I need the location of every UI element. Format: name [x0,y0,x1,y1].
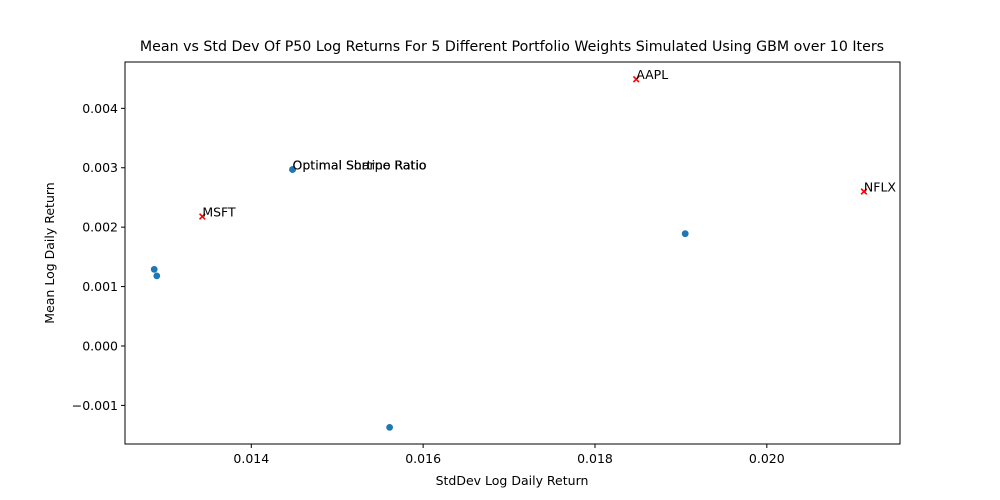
point-annotation: Optimal Sharpe Ratio [293,158,427,173]
x-tick-label: 0.018 [577,451,613,466]
y-axis-label: Mean Log Daily Return [42,182,57,323]
data-point [681,230,689,238]
axes-frame [124,61,901,445]
plot-area: 0.014 0.016 0.018 0.020 −0.001 0.000 0.001 0.00… [72,61,901,466]
y-tick-label: 0.002 [82,220,118,235]
point-annotation: AAPL [636,67,668,82]
y-tick-label: 0.003 [82,160,118,175]
x-axis-label: StdDev Log Daily Return [436,473,589,488]
data-point [386,423,394,431]
point-annotation: Optimal Sortino Ratio [293,158,427,173]
data-point-x [860,188,868,195]
y-tick-label: 0.001 [82,279,118,294]
data-point [153,272,161,280]
x-tick-label: 0.020 [749,451,785,466]
chart-title: Mean vs Std Dev Of P50 Log Returns For 5… [140,39,884,55]
point-annotation: NFLX [864,180,897,195]
x-tick-label: 0.014 [233,451,269,466]
y-tick-label: 0.000 [82,338,118,353]
y-tick-label: 0.004 [82,101,118,116]
y-tick-label: −0.001 [72,398,118,413]
data-point-x [198,213,206,220]
data-point [289,166,296,173]
data-point-x [632,75,640,83]
point-annotation: MSFT [202,204,236,219]
x-tick-label: 0.016 [405,451,441,466]
data-point [150,265,158,273]
